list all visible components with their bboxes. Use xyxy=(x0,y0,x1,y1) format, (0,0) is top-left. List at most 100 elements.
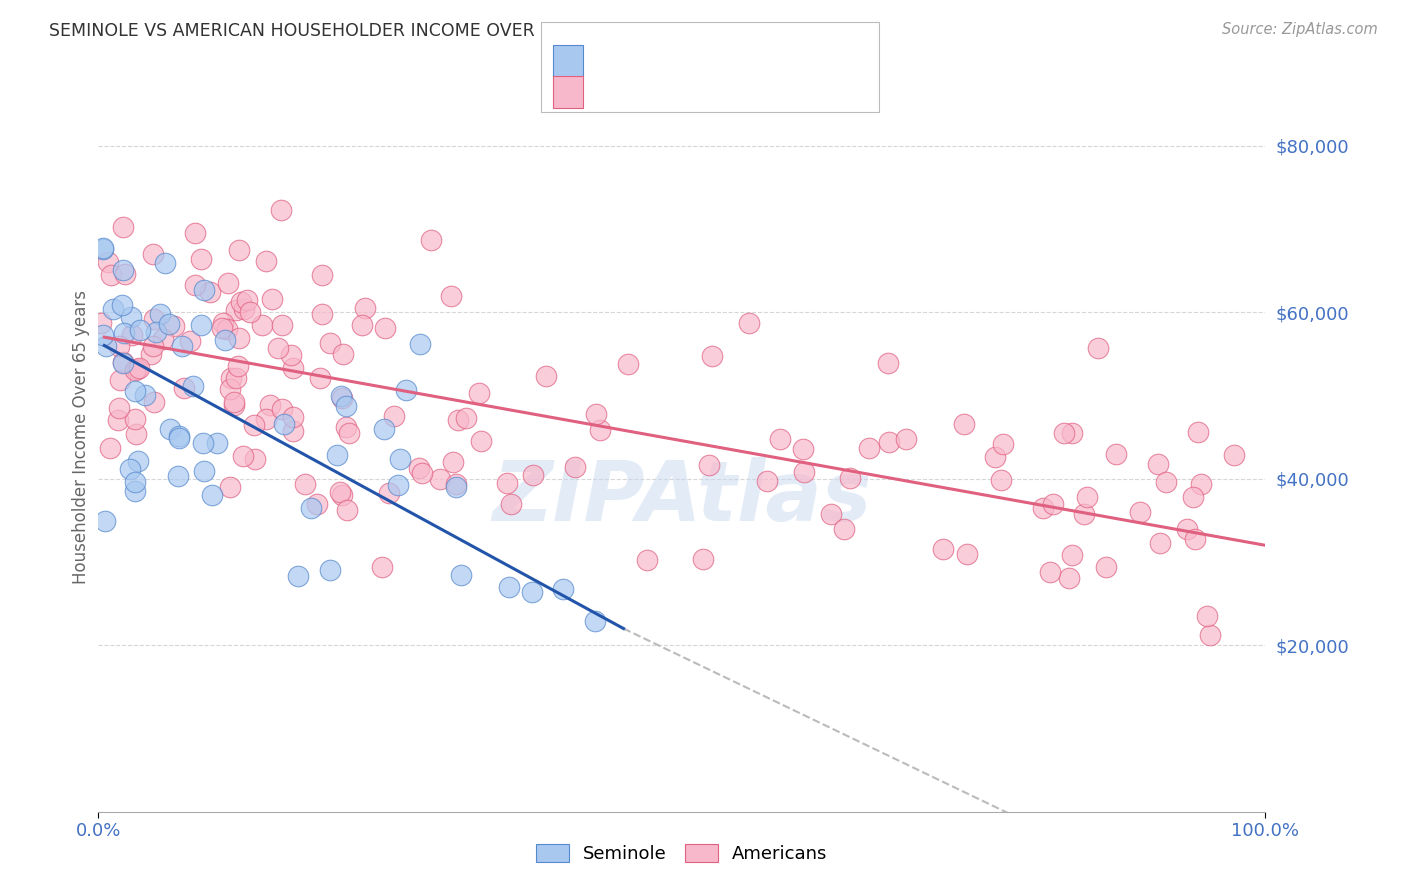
Point xyxy=(107,401,129,415)
Point xyxy=(858,441,880,455)
Point xyxy=(536,368,558,383)
Point xyxy=(737,316,759,330)
Point xyxy=(932,541,955,556)
Point xyxy=(94,514,117,528)
Point xyxy=(354,301,377,315)
Point xyxy=(201,488,224,502)
Point xyxy=(134,388,156,402)
Point xyxy=(496,476,519,491)
Point xyxy=(370,559,392,574)
Point xyxy=(103,301,125,316)
Point xyxy=(271,401,294,416)
Point xyxy=(1095,560,1118,574)
Point xyxy=(1154,475,1177,489)
Point xyxy=(894,432,917,446)
Point xyxy=(336,503,359,517)
Point xyxy=(94,339,117,353)
Point xyxy=(112,326,135,340)
Point xyxy=(350,318,373,333)
Point xyxy=(191,436,214,450)
Point xyxy=(447,413,470,427)
Point xyxy=(792,442,814,457)
Point xyxy=(173,381,195,395)
Point xyxy=(259,398,281,412)
Point xyxy=(309,371,332,385)
Point xyxy=(335,399,357,413)
Point xyxy=(636,553,658,567)
Point xyxy=(124,475,146,490)
Point xyxy=(225,371,247,385)
Point xyxy=(769,432,792,446)
Point xyxy=(299,501,322,516)
Point xyxy=(520,585,543,599)
Point xyxy=(318,563,340,577)
Point xyxy=(217,322,239,336)
Point xyxy=(384,409,406,423)
Point xyxy=(617,357,640,371)
Point xyxy=(1087,341,1109,355)
Point xyxy=(1175,522,1198,536)
Point xyxy=(111,263,134,277)
Point xyxy=(440,289,463,303)
Point xyxy=(224,398,246,412)
Point xyxy=(564,459,586,474)
Point xyxy=(450,568,472,582)
Point xyxy=(229,295,252,310)
Point xyxy=(270,202,292,217)
Point xyxy=(139,346,162,360)
Point xyxy=(98,441,121,455)
Point xyxy=(280,348,302,362)
Point xyxy=(93,242,115,256)
Point xyxy=(157,317,180,331)
Point xyxy=(522,468,544,483)
Point xyxy=(429,472,451,486)
Point xyxy=(1073,507,1095,521)
Point xyxy=(155,256,177,270)
Point xyxy=(1195,608,1218,623)
Point xyxy=(127,454,149,468)
Point xyxy=(226,359,249,374)
Point xyxy=(1105,447,1128,461)
Point xyxy=(124,384,146,398)
Point xyxy=(142,247,165,261)
Y-axis label: Householder Income Over 65 years: Householder Income Over 65 years xyxy=(72,290,90,584)
Text: R = -0.457   N =  53: R = -0.457 N = 53 xyxy=(592,52,761,70)
Point xyxy=(211,316,233,330)
Point xyxy=(125,362,148,376)
Point xyxy=(1057,571,1080,585)
Point xyxy=(243,418,266,433)
Point xyxy=(254,412,277,426)
Point xyxy=(184,278,207,293)
Point xyxy=(838,471,860,485)
Point xyxy=(112,356,135,370)
Point xyxy=(170,339,193,353)
Point xyxy=(128,361,150,376)
Point xyxy=(1223,448,1246,462)
Point xyxy=(420,233,443,247)
Point xyxy=(162,318,184,333)
Text: ZIPAtlas: ZIPAtlas xyxy=(492,457,872,538)
Point xyxy=(756,475,779,489)
Point xyxy=(311,307,333,321)
Point xyxy=(214,333,236,347)
Point xyxy=(444,480,467,494)
Point xyxy=(283,424,305,438)
Legend: Seminole, Americans: Seminole, Americans xyxy=(529,837,835,870)
Point xyxy=(184,226,207,240)
Point xyxy=(114,267,136,281)
Point xyxy=(91,328,114,343)
Point xyxy=(193,464,215,478)
Point xyxy=(834,522,856,536)
Point xyxy=(984,450,1007,464)
Point xyxy=(124,484,146,499)
Point xyxy=(239,305,262,319)
Text: R = -0.626   N = 148: R = -0.626 N = 148 xyxy=(592,83,765,101)
Point xyxy=(387,478,409,492)
Point xyxy=(225,303,247,318)
Point xyxy=(267,341,290,355)
Point xyxy=(993,437,1015,451)
Point xyxy=(1060,548,1083,562)
Point xyxy=(142,312,165,326)
Point xyxy=(181,379,204,393)
Point xyxy=(1031,501,1053,516)
